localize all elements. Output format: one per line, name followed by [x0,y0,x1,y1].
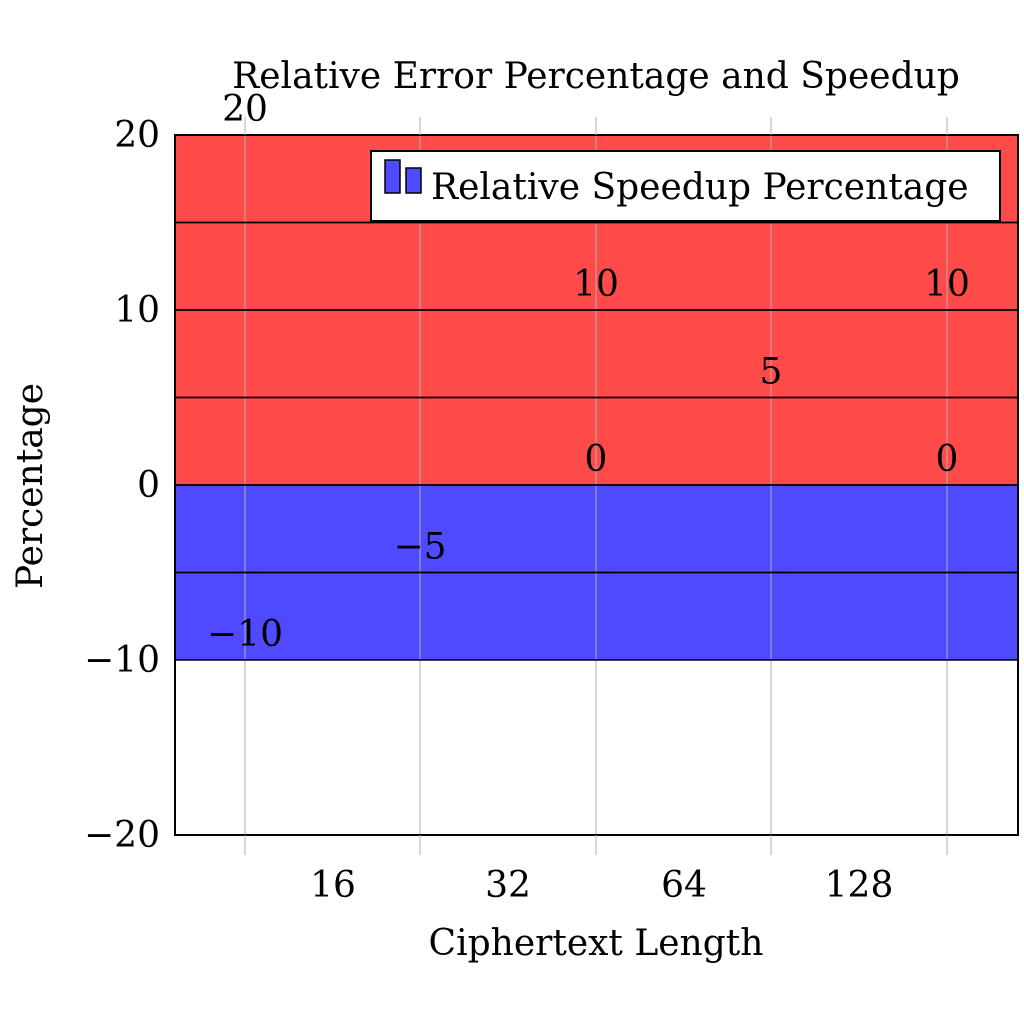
y-tick-label-1: −10 [84,640,160,681]
legend-swatch-2 [405,167,422,194]
x-tick-label-3: 128 [825,865,894,906]
point-label-4: 0 [585,439,608,480]
point-label-2: −5 [393,527,446,568]
x-tick-label-1: 32 [485,865,531,906]
legend-entry: Relative Speedup Percentage [431,167,969,208]
legend: Relative Speedup Percentage [370,150,1001,222]
x-axis-label: Ciphertext Length [429,923,764,964]
point-label-7: 0 [936,439,959,480]
legend-box [370,150,1001,222]
y-tick-label-2: 0 [137,465,160,506]
point-label-6: 10 [924,264,970,305]
point-label-3: 10 [573,264,619,305]
legend-swatch-1 [384,159,401,194]
y-tick-label-3: 10 [114,290,160,331]
x-tick-labels: 16 32 64 128 [310,865,893,906]
chart-title: Relative Error Percentage and Speedup [232,56,960,97]
point-label-1: −10 [207,614,283,655]
point-label-0: 20 [222,89,268,130]
x-tick-marks [244,117,948,855]
x-tick-label-0: 16 [310,865,356,906]
y-tick-label-0: −20 [84,815,160,856]
y-axis-label: Percentage [10,383,51,589]
point-label-5: 5 [760,352,783,393]
x-tick-label-2: 64 [661,865,707,906]
y-tick-label-4: 20 [114,115,160,156]
y-tick-labels: −20 −10 0 10 20 [84,115,160,856]
point-labels: 20 −10 −5 10 0 5 10 0 [207,89,970,655]
